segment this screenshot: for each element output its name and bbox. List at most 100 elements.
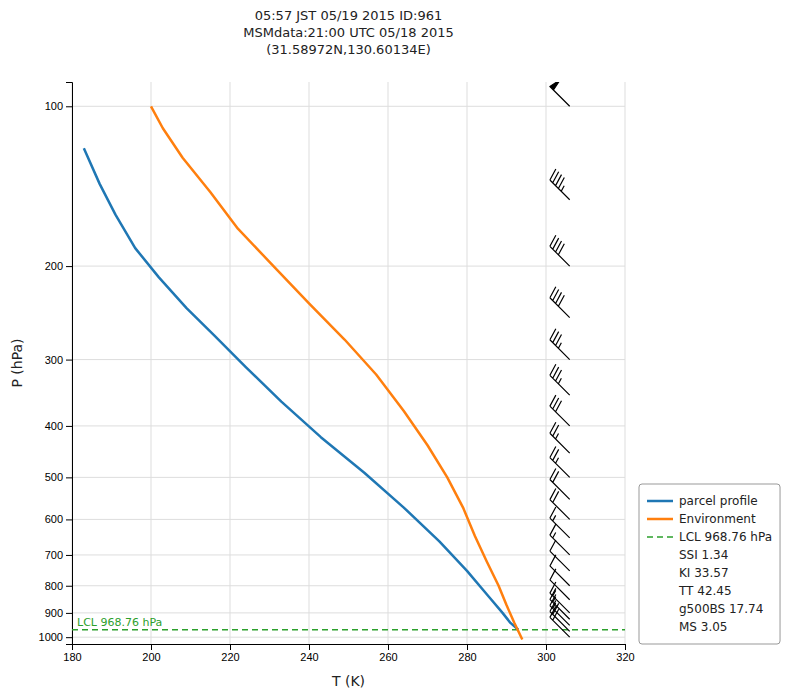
y-tick: 800: [45, 580, 72, 592]
legend-label: KI 33.57: [679, 566, 729, 580]
y-axis-line: [66, 83, 73, 645]
series-line: [84, 148, 518, 629]
y-tick-mark: [66, 477, 72, 478]
x-tick-mark: [388, 644, 389, 650]
y-grid-line: [72, 266, 625, 267]
y-grid-line: [72, 106, 625, 107]
x-tick: 280: [458, 644, 476, 663]
y-tick: 900: [45, 607, 72, 619]
wind-barb: [550, 169, 570, 200]
y-grid-line: [72, 477, 625, 478]
x-tick-label: 300: [537, 651, 555, 663]
x-tick-label: 260: [379, 651, 397, 663]
wind-barb: [550, 447, 570, 478]
wind-barb: [550, 329, 570, 360]
y-tick-label: 400: [45, 420, 63, 432]
legend-label: MS 3.05: [679, 620, 728, 634]
lcl-line: [72, 629, 625, 631]
y-tick: 600: [45, 513, 72, 525]
y-grid-line: [72, 585, 625, 586]
y-grid-line: [72, 519, 625, 520]
y-tick-mark: [66, 637, 72, 638]
x-tick: 180: [63, 644, 81, 663]
x-grid-line: [625, 82, 626, 644]
y-axis: 100 200 300 400 500 600 700 800 900 1000: [39, 83, 73, 645]
wind-barb: [550, 555, 570, 586]
x-grid-line: [388, 82, 389, 644]
x-tick: 320: [616, 644, 634, 663]
x-axis-title: T (K): [331, 673, 365, 689]
y-axis-title: P (hPa): [9, 338, 25, 387]
y-tick: 300: [45, 354, 72, 366]
y-tick-label: 900: [45, 607, 63, 619]
y-tick-label: 300: [45, 354, 63, 366]
legend-label: Environment: [679, 512, 756, 526]
x-tick-mark: [546, 644, 547, 650]
y-tick-mark: [66, 426, 72, 427]
x-tick-mark: [309, 644, 310, 650]
x-grid-line: [151, 82, 152, 644]
wind-barb: [550, 606, 570, 637]
x-grid-line: [546, 82, 547, 644]
y-tick-label: 200: [45, 260, 63, 272]
x-axis-line: [73, 645, 626, 651]
legend-swatch: [647, 518, 673, 521]
y-tick-mark: [66, 586, 72, 587]
y-tick-label: 800: [45, 580, 63, 592]
title: 05:57 JST 05/19 2015 ID:961 MSMdata:21:00…: [243, 8, 454, 57]
y-tick-mark: [66, 613, 72, 614]
y-tick-mark: [66, 266, 72, 267]
legend-label: TT 42.45: [678, 584, 732, 598]
x-tick-mark: [230, 644, 231, 650]
x-tick-label: 240: [300, 651, 318, 663]
chart: 180 200 220 240 260 280 300 320 100 200 300 400 500 6…: [0, 0, 800, 700]
y-grid-line: [72, 637, 625, 638]
wind-barb: [550, 287, 570, 318]
y-tick-label: 100: [45, 100, 63, 112]
x-tick-mark: [625, 644, 626, 650]
y-tick-mark: [66, 360, 72, 361]
legend-swatch: [647, 536, 673, 538]
marks: [72, 82, 625, 639]
y-tick-mark: [66, 519, 72, 520]
y-tick: 100: [45, 100, 72, 112]
x-tick-mark: [467, 644, 468, 650]
title-line: 05:57 JST 05/19 2015 ID:961: [255, 8, 443, 23]
x-grid-line: [309, 82, 310, 644]
x-tick-label: 200: [142, 651, 160, 663]
x-tick-mark: [151, 644, 152, 650]
x-tick-label: 280: [458, 651, 476, 663]
x-tick: 200: [142, 644, 160, 663]
y-tick-mark: [66, 106, 72, 107]
y-grid-line: [72, 359, 625, 360]
wind-barbs: [550, 82, 570, 637]
x-grid-line: [230, 82, 231, 644]
y-tick-mark: [66, 555, 72, 556]
y-tick: 700: [45, 549, 72, 561]
wind-barb: [550, 507, 570, 538]
y-grid-line: [72, 612, 625, 613]
legend-label: parcel profile: [679, 494, 758, 508]
y-tick-label: 500: [45, 471, 63, 483]
x-axis: 180 200 220 240 260 280 300 320: [63, 644, 634, 663]
wind-barb: [550, 235, 570, 266]
x-tick-label: 220: [221, 651, 239, 663]
x-tick-label: 320: [616, 651, 634, 663]
plot: 180 200 220 240 260 280 300 320 100 200 300 400 500 6…: [39, 80, 635, 663]
x-tick: 240: [300, 644, 318, 663]
legend-swatch: [647, 500, 673, 503]
x-grid-line: [467, 82, 468, 644]
y-tick-label: 1000: [39, 631, 63, 643]
title-line: MSMdata:21:00 UTC 05/18 2015: [243, 25, 454, 40]
legend-box: [639, 484, 780, 644]
legend-label: g500BS 17.74: [679, 602, 763, 616]
grid: [72, 82, 625, 644]
wind-barb: [550, 524, 570, 555]
y-tick-label: 600: [45, 513, 63, 525]
wind-barb: [550, 540, 570, 571]
wind-barb: [550, 82, 570, 106]
title-line: (31.58972N,130.60134E): [266, 42, 431, 57]
legend-label: SSI 1.34: [679, 548, 728, 562]
wind-barb: [550, 364, 570, 395]
wind-barb: [550, 395, 570, 426]
